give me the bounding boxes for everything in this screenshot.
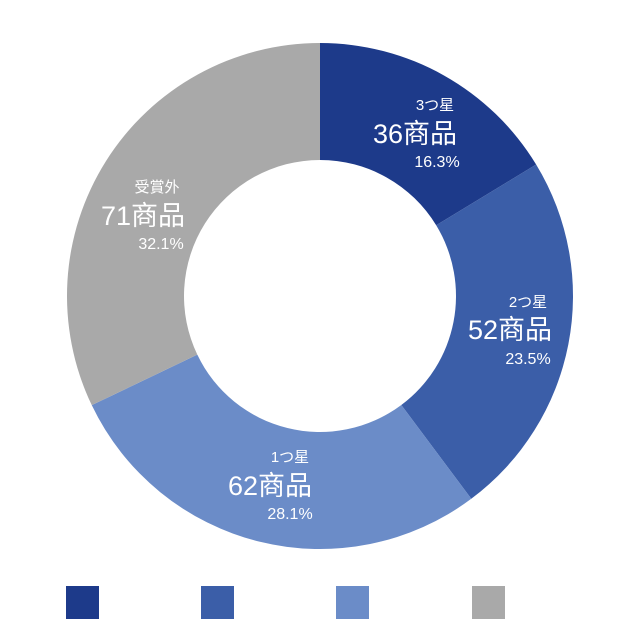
slice-label-2-star: 2つ星 — [509, 294, 547, 311]
slice-count-not-awarded: 71商品 — [101, 201, 185, 231]
slice-count-1-star: 62商品 — [228, 471, 312, 501]
legend-swatch-not-awarded — [472, 586, 505, 619]
slice-label-not-awarded: 受賞外 — [134, 179, 179, 196]
slice-2-star — [401, 164, 574, 499]
legend-swatch-2-star — [201, 586, 234, 619]
slice-percent-not-awarded: 32.1% — [138, 236, 183, 253]
slice-count-3-star: 36商品 — [373, 119, 457, 149]
chart-slices — [67, 43, 574, 549]
slice-percent-1-star: 28.1% — [267, 506, 312, 523]
slice-1-star — [91, 354, 472, 549]
slice-count-2-star: 52商品 — [468, 315, 552, 345]
slice-not-awarded — [67, 43, 320, 406]
legend-swatch-1-star — [336, 586, 369, 619]
slice-3-star — [320, 43, 537, 226]
slice-label-3-star: 3つ星 — [416, 97, 454, 114]
slice-label-1-star: 1つ星 — [271, 449, 309, 466]
slice-percent-3-star: 16.3% — [414, 154, 459, 171]
slice-percent-2-star: 23.5% — [505, 351, 550, 368]
legend-swatch-3-star — [66, 586, 99, 619]
